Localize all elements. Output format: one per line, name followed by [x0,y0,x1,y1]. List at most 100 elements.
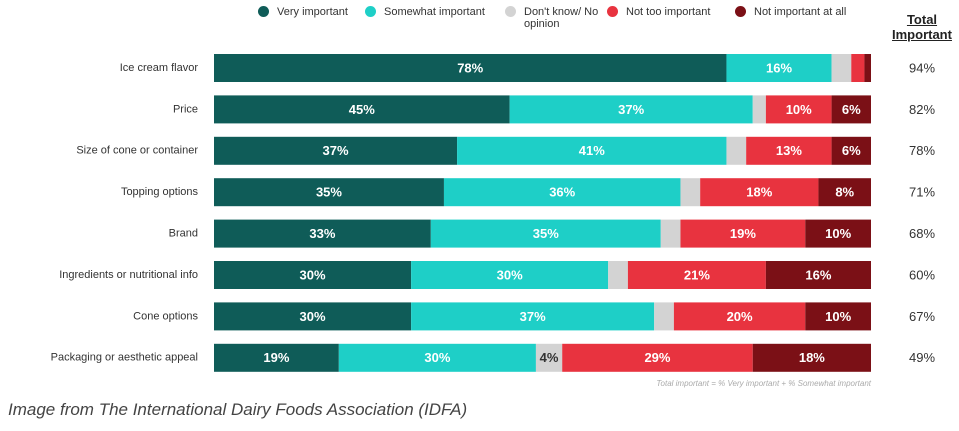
legend-swatch [365,6,376,17]
data-label: 10% [786,102,812,117]
total-header: Total Important [892,12,952,42]
legend-item: Not important at all [735,6,846,18]
data-label: 30% [300,309,326,324]
total-label: 60% [909,267,935,282]
bar-segment [752,343,871,372]
data-label: 37% [520,309,546,324]
legend-item: Somewhat important [365,6,485,18]
data-label: 13% [776,143,802,158]
bar-segment [726,54,832,82]
bar-segment [338,343,536,372]
bar-segment [680,219,806,248]
bar-segment [214,54,727,82]
data-label: 10% [825,226,851,241]
data-label: 6% [842,143,861,158]
total-label: 49% [909,350,935,365]
legend-label: Not important at all [754,6,847,18]
data-label: 35% [316,185,342,200]
bar-segment [746,136,832,165]
category-label: Price [173,103,198,115]
data-label: 45% [349,102,375,117]
bar-segment [457,136,727,165]
data-label: 30% [497,267,523,282]
data-label: 37% [618,102,644,117]
category-label: Packaging or aesthetic appeal [51,352,198,364]
data-label: 18% [799,350,825,365]
legend-item: Very important [258,6,348,18]
bar-segment [443,178,681,207]
legend-swatch [735,6,746,17]
data-label: 41% [579,143,605,158]
total-label: 78% [909,143,935,158]
data-label: 37% [323,143,349,158]
data-label: 29% [644,350,670,365]
data-label: 4% [540,350,559,365]
total-label: 94% [909,60,935,75]
data-label: 78% [457,60,483,75]
data-label: 35% [533,226,559,241]
legend-item: Not too important [607,6,710,18]
data-label: 10% [825,309,851,324]
category-label: Brand [169,228,198,240]
bar-segment [509,95,753,124]
bar-segment [214,261,412,289]
total-label: 67% [909,309,935,324]
data-label: 36% [549,185,575,200]
bar-segment [430,219,661,248]
data-label: 19% [263,350,289,365]
data-label: 16% [805,267,831,282]
legend-label: Not too important [626,6,711,18]
bar-segment [752,95,766,124]
bar-segment [831,54,852,82]
data-label: 20% [727,309,753,324]
caption: Image from The International Dairy Foods… [8,400,468,419]
legend-swatch [505,6,516,17]
bar-segment [805,302,871,331]
legend-label: Don't know/ No opinion [524,6,599,30]
bar-segment [562,343,753,372]
data-label: 21% [684,267,710,282]
bar-segment [726,136,747,165]
total-label: 71% [909,185,935,200]
category-label: Size of cone or container [76,145,198,157]
data-label: 6% [842,102,861,117]
legend-swatch [258,6,269,17]
legend-item: Don't know/ No opinion [505,6,602,30]
bar-segment [535,343,563,372]
bar-segment [673,302,806,331]
data-label: 16% [766,60,792,75]
bar-segment [864,54,871,82]
bar-segment [818,178,871,207]
bar-segment [214,136,458,165]
footnote: Total important = % Very important + % S… [656,379,871,388]
bar-segment [214,219,431,248]
bar-segment [680,178,701,207]
data-label: 30% [300,267,326,282]
bar-segment [608,261,628,289]
bar-segment [214,178,444,207]
category-label: Ice cream flavor [120,62,199,74]
bar-segment [765,95,832,124]
bar-segment [851,54,865,82]
data-label: 8% [835,185,854,200]
bar-segment [660,219,681,248]
bar-segment [214,302,412,331]
legend-swatch [607,6,618,17]
data-label: 19% [730,226,756,241]
legend-label: Somewhat important [384,6,485,18]
category-label: Cone options [133,310,198,322]
category-label: Topping options [121,186,199,198]
data-label: 30% [424,350,450,365]
total-label: 68% [909,226,935,241]
bar-segment [654,302,674,331]
bar-segment [411,302,655,331]
total-label: 82% [909,102,935,117]
bar-segment [700,178,819,207]
legend-label: Very important [277,6,348,18]
category-label: Ingredients or nutritional info [59,269,198,281]
bar-segment [831,136,871,165]
bar-segment [214,95,510,124]
bar-segment [805,219,871,248]
